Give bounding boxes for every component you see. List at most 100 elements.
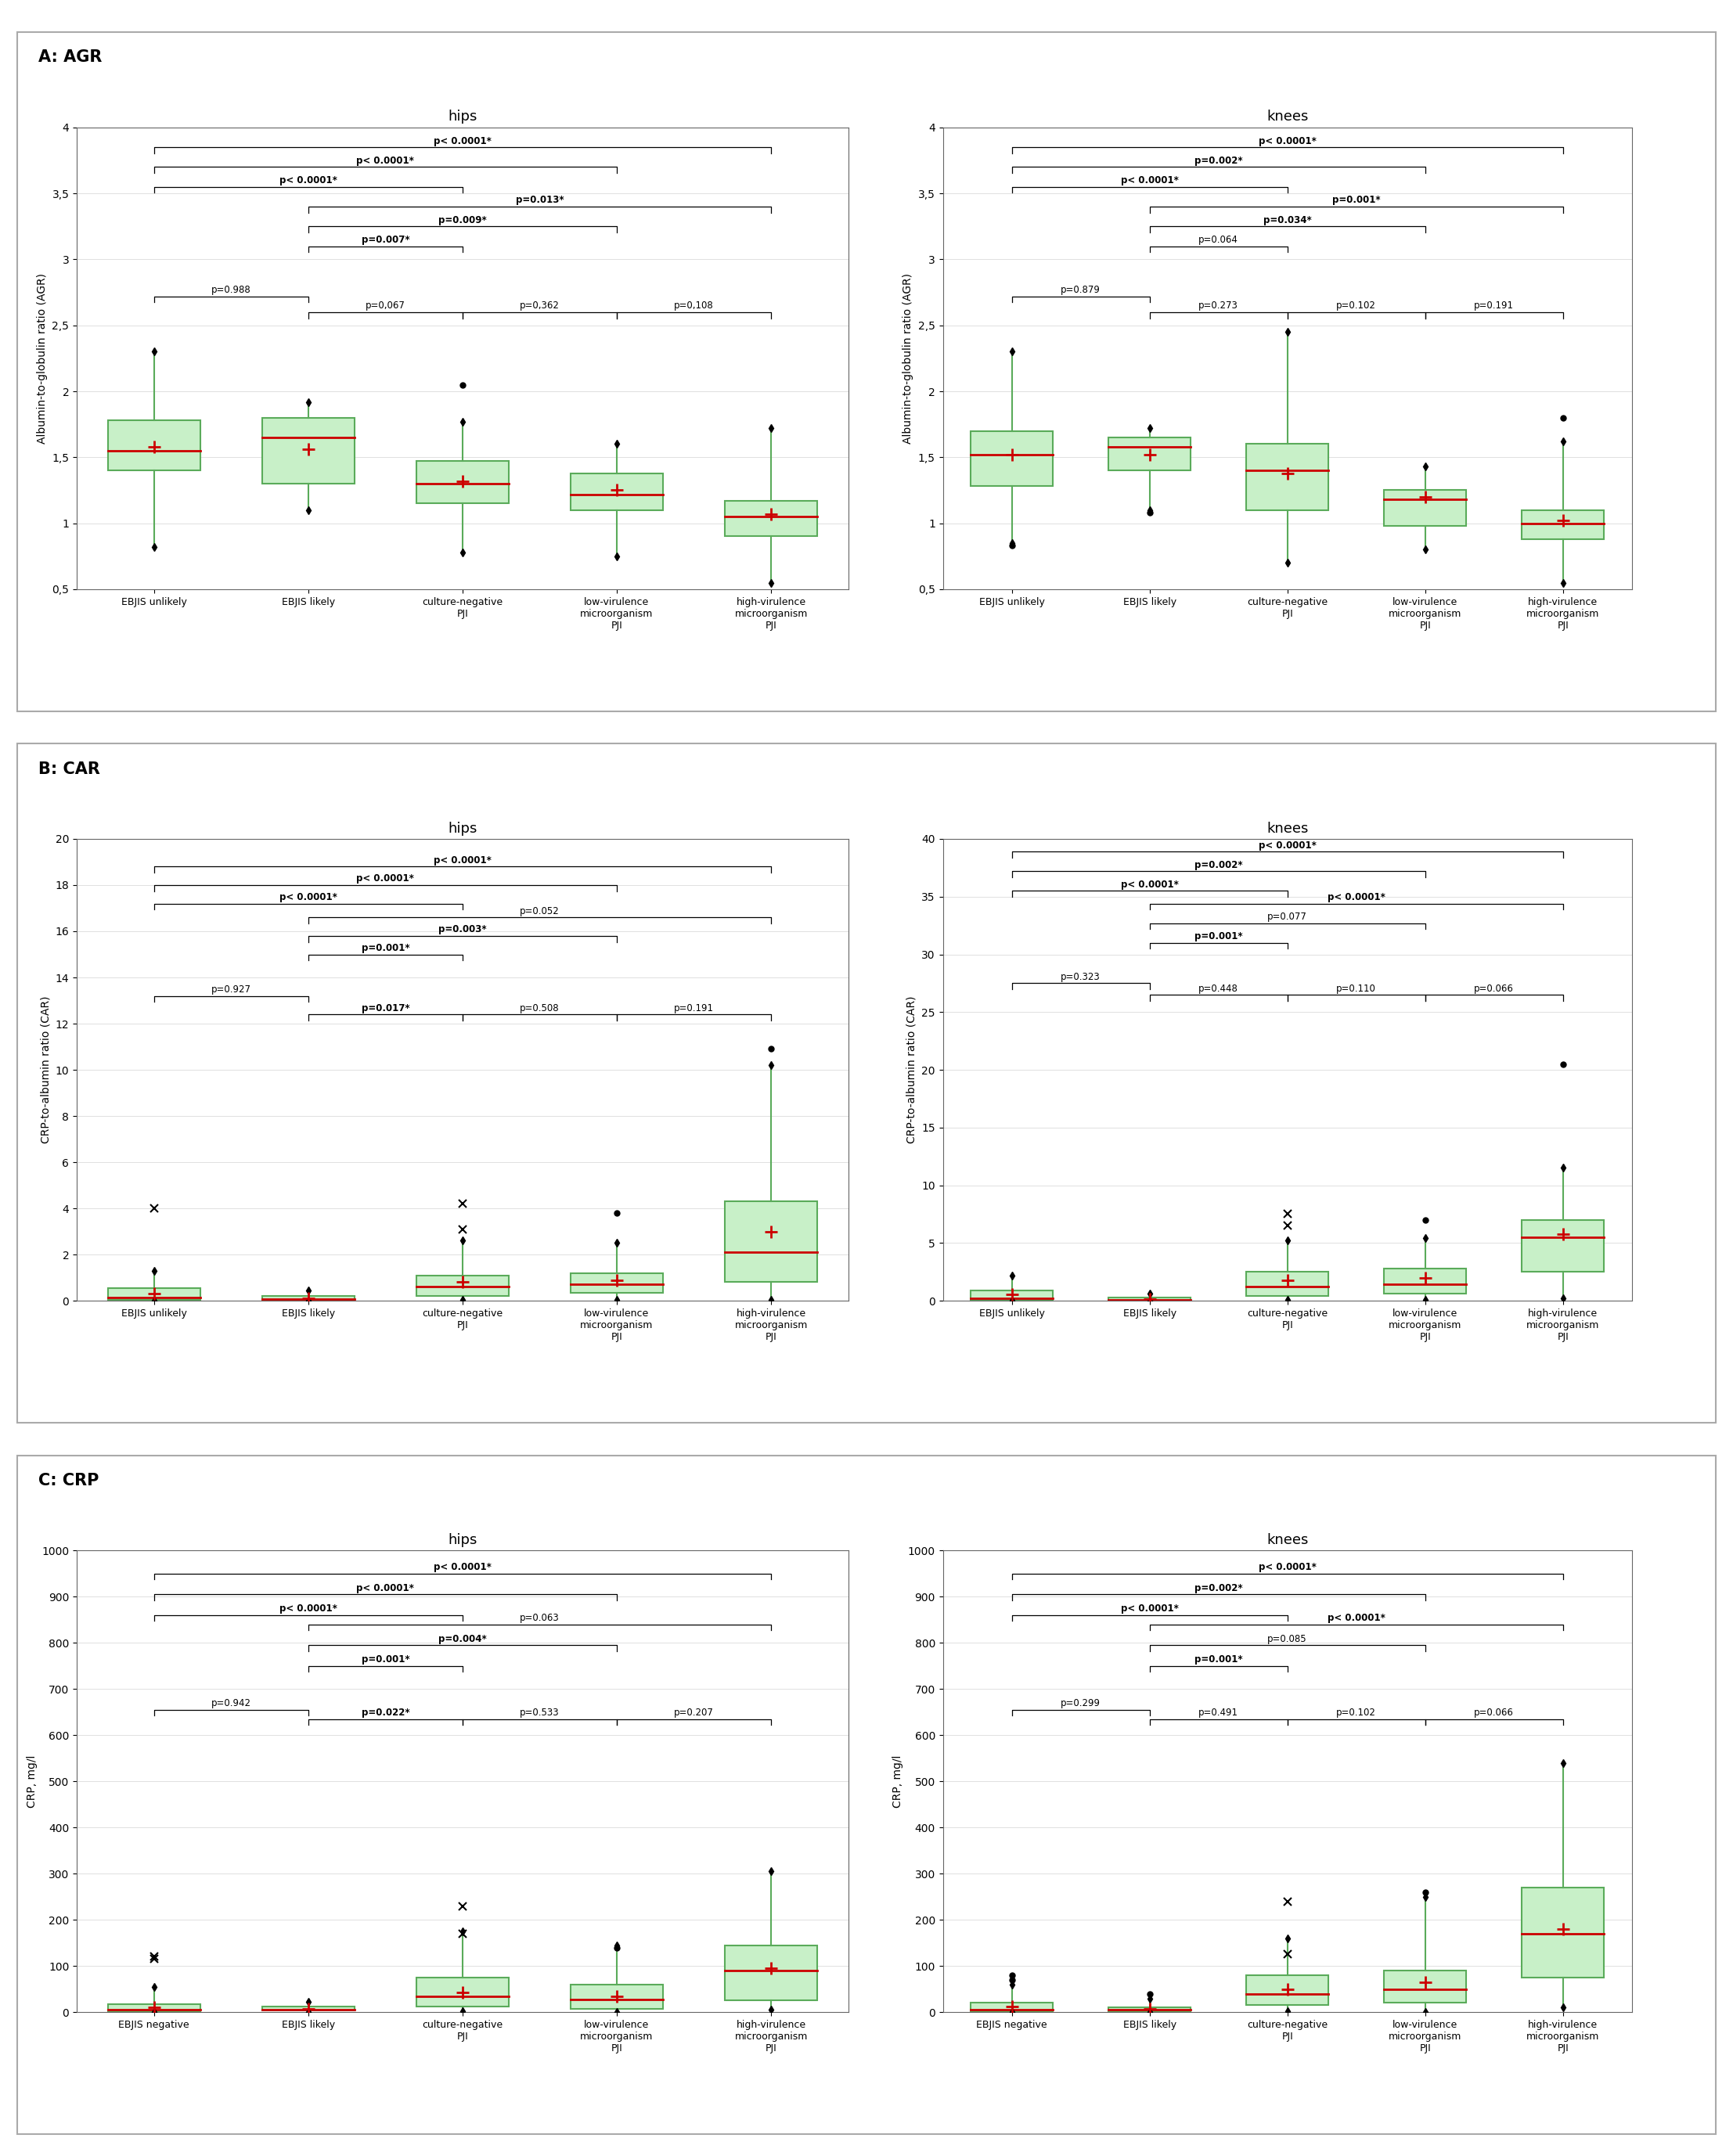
Text: p=0.533: p=0.533 — [520, 1708, 560, 1718]
Text: p=0.004*: p=0.004* — [438, 1634, 487, 1643]
Bar — [570, 1272, 664, 1294]
Text: p=0.988: p=0.988 — [211, 285, 251, 295]
Bar — [262, 418, 355, 483]
Text: p=0,067: p=0,067 — [366, 302, 406, 310]
Bar — [970, 431, 1054, 487]
Text: p=0.063: p=0.063 — [520, 1613, 560, 1623]
Y-axis label: CRP-to-albumin ratio (CAR): CRP-to-albumin ratio (CAR) — [40, 996, 50, 1143]
Text: p=0.001*: p=0.001* — [360, 942, 409, 953]
Text: p< 0.0001*: p< 0.0001* — [433, 1563, 492, 1572]
Text: p< 0.0001*: p< 0.0001* — [357, 873, 414, 884]
Text: p< 0.0001*: p< 0.0001* — [1258, 841, 1317, 849]
Text: p< 0.0001*: p< 0.0001* — [433, 856, 492, 865]
Text: p< 0.0001*: p< 0.0001* — [1121, 1604, 1178, 1615]
Bar — [262, 1296, 355, 1300]
Text: p=0.002*: p=0.002* — [1194, 155, 1243, 166]
Text: p=0.017*: p=0.017* — [360, 1003, 409, 1013]
Text: p=0.001*: p=0.001* — [1194, 931, 1243, 942]
Title: hips: hips — [447, 110, 477, 125]
Text: p< 0.0001*: p< 0.0001* — [1327, 893, 1385, 903]
Bar — [1107, 2007, 1191, 2012]
Bar — [107, 420, 201, 470]
Text: p< 0.0001*: p< 0.0001* — [279, 893, 338, 903]
Text: p=0.191: p=0.191 — [674, 1003, 714, 1013]
Text: p=0.002*: p=0.002* — [1194, 1583, 1243, 1593]
Bar — [1522, 1220, 1605, 1272]
Text: p=0.001*: p=0.001* — [360, 1654, 409, 1664]
Bar — [1107, 1298, 1191, 1300]
Bar — [1246, 1272, 1329, 1296]
Text: p=0.066: p=0.066 — [1475, 983, 1515, 994]
Y-axis label: CRP, mg/l: CRP, mg/l — [892, 1755, 903, 1807]
Bar — [1383, 489, 1466, 526]
Title: hips: hips — [447, 821, 477, 837]
Bar — [416, 1977, 510, 2007]
Text: p< 0.0001*: p< 0.0001* — [357, 1583, 414, 1593]
Y-axis label: CRP, mg/l: CRP, mg/l — [26, 1755, 38, 1807]
Bar — [1107, 438, 1191, 470]
Text: p< 0.0001*: p< 0.0001* — [279, 1604, 338, 1615]
Text: p=0.001*: p=0.001* — [1333, 196, 1381, 205]
Text: p< 0.0001*: p< 0.0001* — [1121, 175, 1178, 185]
Bar — [1522, 1886, 1605, 1977]
Text: p=0.022*: p=0.022* — [360, 1708, 409, 1718]
Text: p=0.191: p=0.191 — [1475, 302, 1515, 310]
Text: p=0.508: p=0.508 — [520, 1003, 560, 1013]
Bar — [1246, 1975, 1329, 2005]
Title: knees: knees — [1267, 110, 1308, 125]
Text: p=0.034*: p=0.034* — [1263, 216, 1312, 224]
Title: knees: knees — [1267, 821, 1308, 837]
Text: p=0.085: p=0.085 — [1267, 1634, 1307, 1643]
Y-axis label: Albumin-to-globulin ratio (AGR): Albumin-to-globulin ratio (AGR) — [903, 274, 913, 444]
Bar — [262, 2007, 355, 2012]
Text: p=0.003*: p=0.003* — [438, 925, 487, 936]
Text: p< 0.0001*: p< 0.0001* — [357, 155, 414, 166]
Text: p=0.052: p=0.052 — [520, 906, 560, 916]
Text: p=0.007*: p=0.007* — [360, 235, 409, 246]
Text: B: CAR: B: CAR — [38, 761, 101, 776]
Bar — [724, 1201, 818, 1283]
Text: p=0.066: p=0.066 — [1475, 1708, 1515, 1718]
Text: p=0.273: p=0.273 — [1199, 302, 1239, 310]
Text: p< 0.0001*: p< 0.0001* — [1258, 1563, 1317, 1572]
Bar — [970, 2003, 1054, 2012]
Text: p< 0.0001*: p< 0.0001* — [433, 136, 492, 147]
Text: p=0.207: p=0.207 — [674, 1708, 714, 1718]
Text: p< 0.0001*: p< 0.0001* — [1121, 880, 1178, 890]
Text: p=0.323: p=0.323 — [1061, 972, 1100, 981]
Text: p=0.448: p=0.448 — [1199, 983, 1239, 994]
Text: A: AGR: A: AGR — [38, 50, 102, 65]
Text: p=0.102: p=0.102 — [1336, 1708, 1376, 1718]
Text: p=0,362: p=0,362 — [520, 302, 560, 310]
Y-axis label: Albumin-to-globulin ratio (AGR): Albumin-to-globulin ratio (AGR) — [36, 274, 47, 444]
Bar — [724, 500, 818, 537]
Bar — [724, 1945, 818, 2001]
Text: C: CRP: C: CRP — [38, 1473, 99, 1488]
Text: p< 0.0001*: p< 0.0001* — [1327, 1613, 1385, 1623]
Bar — [570, 1984, 664, 2009]
Bar — [107, 1287, 201, 1300]
Bar — [416, 1276, 510, 1296]
Bar — [416, 461, 510, 505]
Title: hips: hips — [447, 1533, 477, 1548]
Text: p=0.002*: p=0.002* — [1194, 860, 1243, 871]
Bar — [107, 2003, 201, 2012]
Text: p=0.942: p=0.942 — [211, 1699, 251, 1708]
Text: p=0.077: p=0.077 — [1267, 912, 1307, 923]
Text: p=0.299: p=0.299 — [1061, 1699, 1100, 1708]
Text: p=0.064: p=0.064 — [1199, 235, 1239, 246]
Text: p=0.491: p=0.491 — [1199, 1708, 1239, 1718]
Text: p=0.102: p=0.102 — [1336, 302, 1376, 310]
Text: p=0.879: p=0.879 — [1061, 285, 1100, 295]
Text: p=0.009*: p=0.009* — [438, 216, 487, 224]
Title: knees: knees — [1267, 1533, 1308, 1548]
Text: p=0.110: p=0.110 — [1336, 983, 1376, 994]
Bar — [1383, 1971, 1466, 2003]
Text: p< 0.0001*: p< 0.0001* — [1258, 136, 1317, 147]
Text: p< 0.0001*: p< 0.0001* — [279, 175, 338, 185]
Text: p=0.001*: p=0.001* — [1194, 1654, 1243, 1664]
Bar — [570, 472, 664, 511]
Bar — [1383, 1268, 1466, 1294]
Y-axis label: CRP-to-albumin ratio (CAR): CRP-to-albumin ratio (CAR) — [906, 996, 917, 1143]
Text: p=0.013*: p=0.013* — [515, 196, 563, 205]
